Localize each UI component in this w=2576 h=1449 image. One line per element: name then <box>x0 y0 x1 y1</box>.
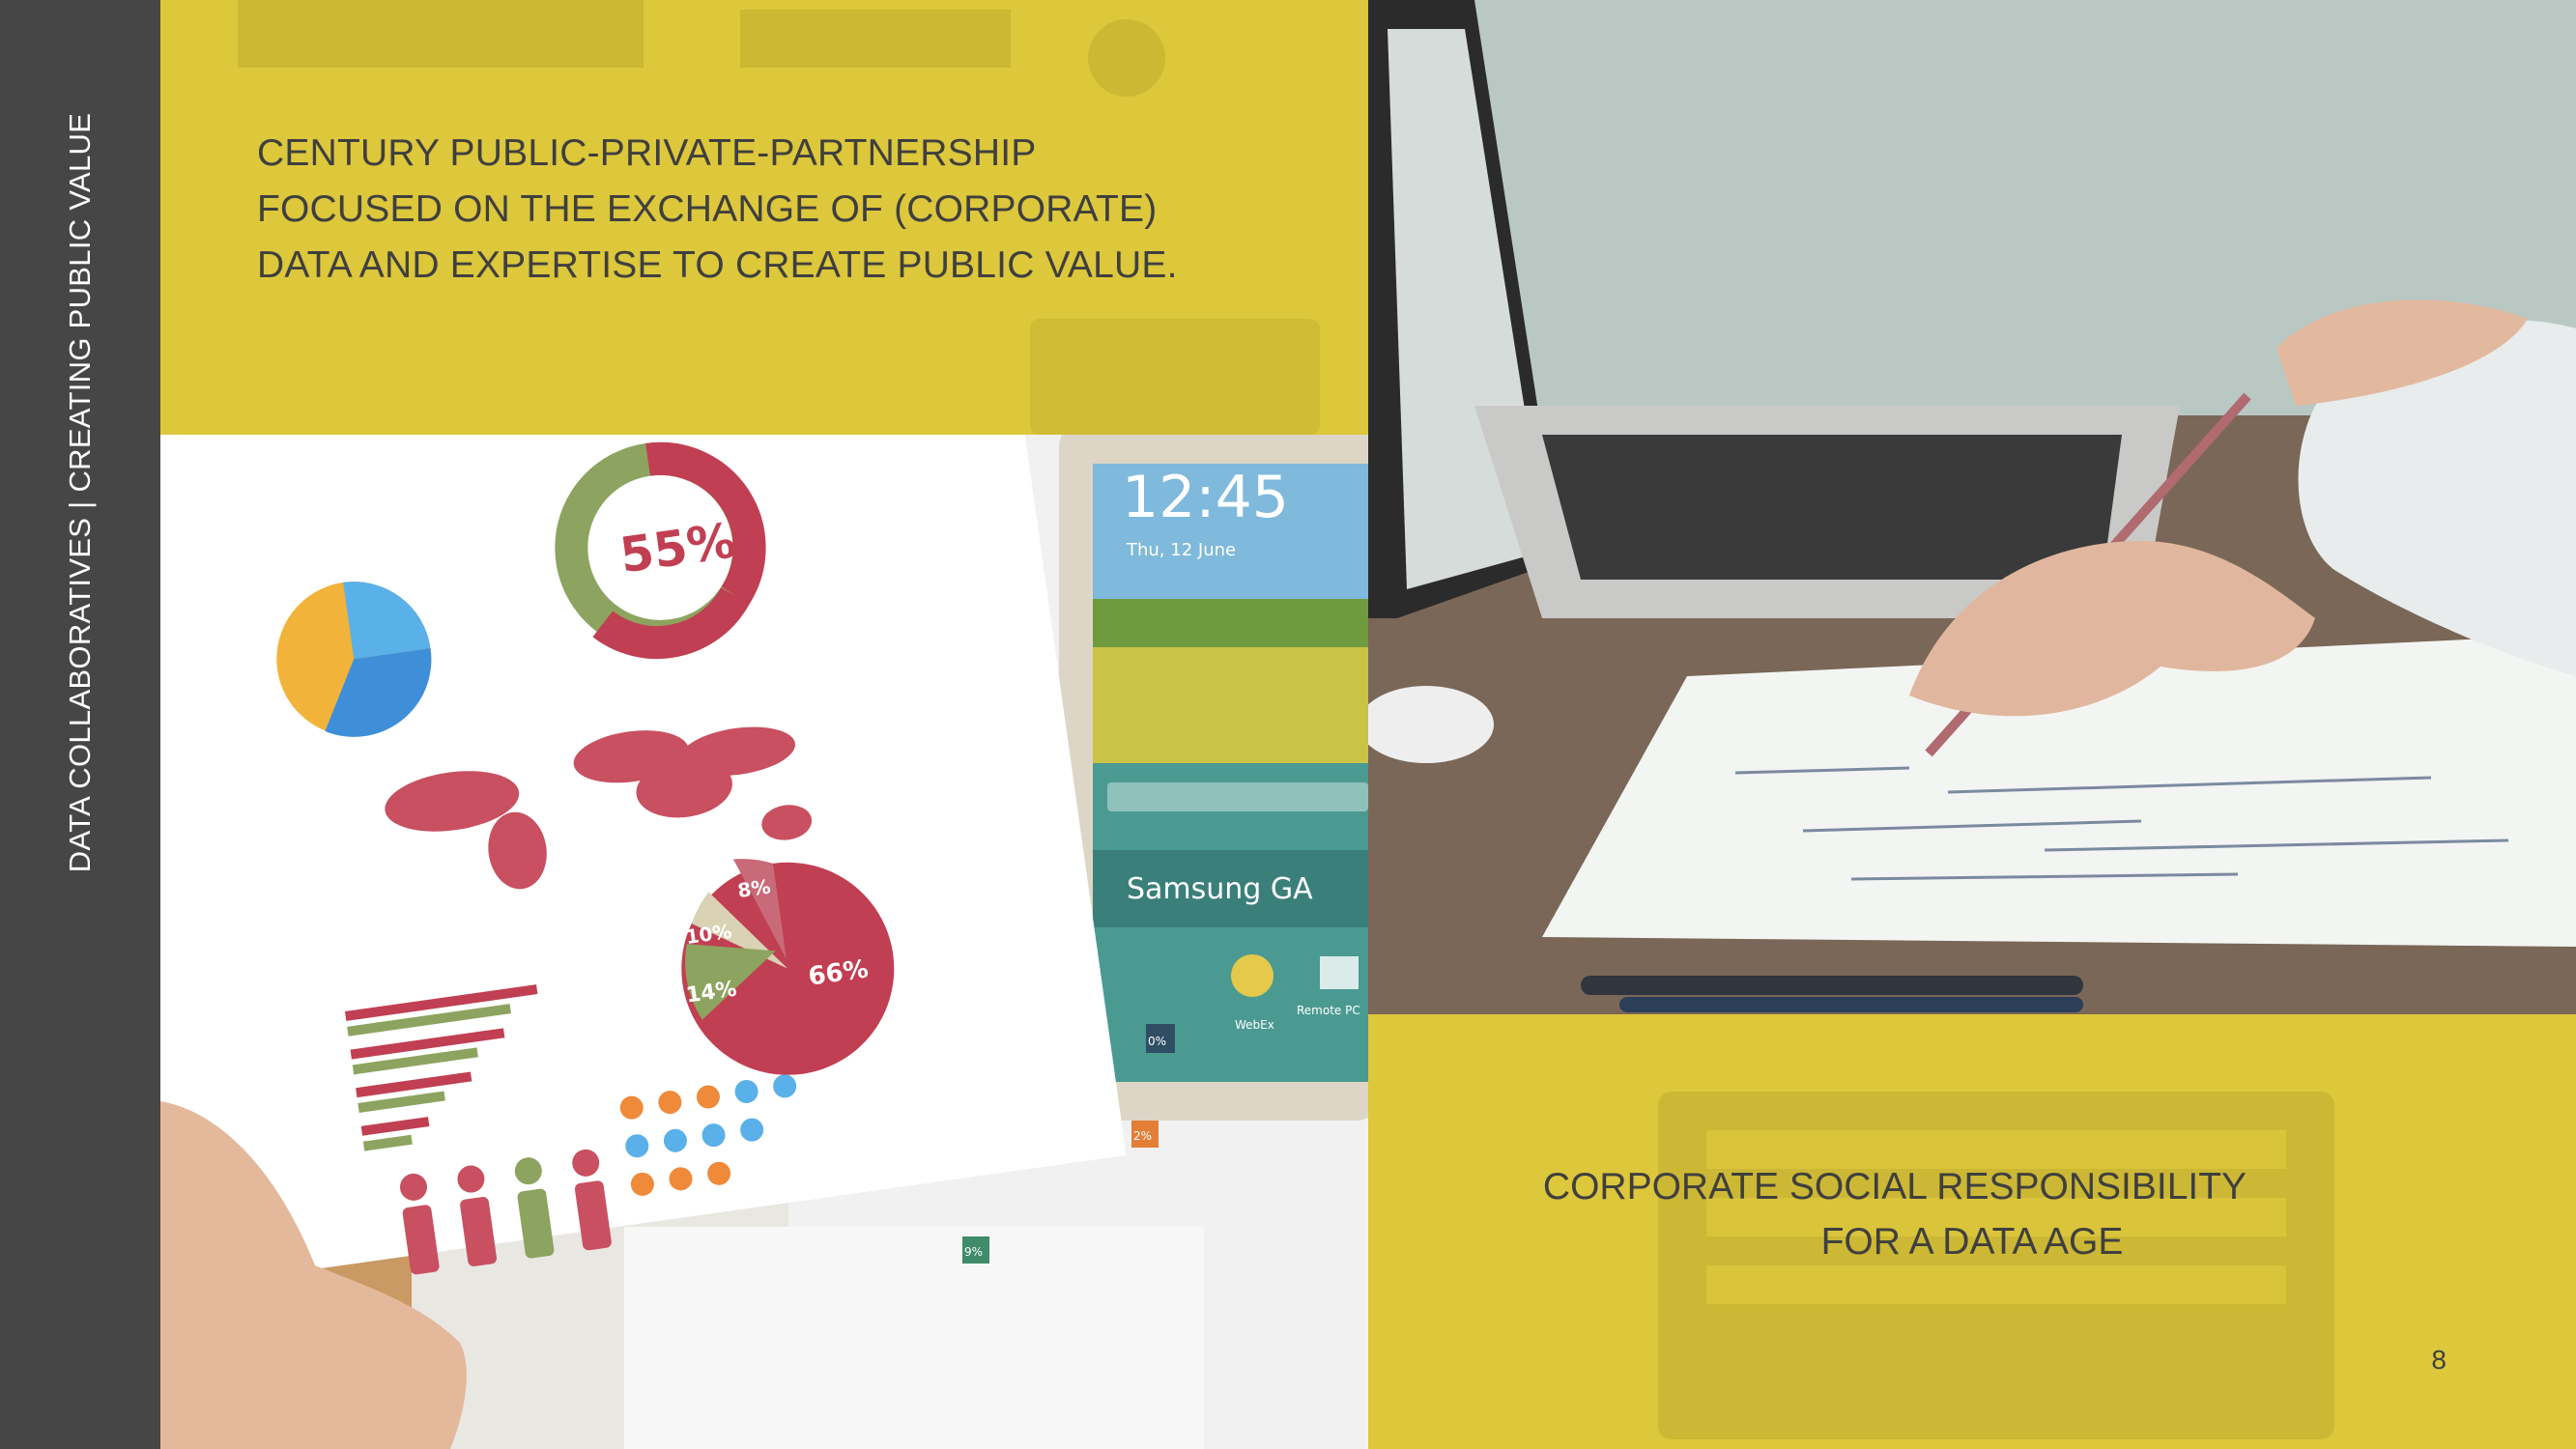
tablet-date: Thu, 12 June <box>1126 540 1236 560</box>
subhead-panel: CORPORATE SOCIAL RESPONSIBILITY FOR A DA… <box>1368 1014 2576 1449</box>
tablet <box>1059 435 1368 1121</box>
people-icons <box>399 1149 612 1275</box>
papers <box>1542 638 2576 947</box>
donut-chart <box>555 441 766 660</box>
pie-label-8: 8% <box>736 875 772 902</box>
headline-panel: CENTURY PUBLIC-PRIVATE-PARTNERSHIP FOCUS… <box>160 0 1368 435</box>
infographic-sheet: 55% 8% 10% 14% 66% <box>160 435 1127 1291</box>
map-badges <box>962 1024 1175 1264</box>
headline-line-2: FOCUSED ON THE EXCHANGE OF (CORPORATE) <box>257 188 1158 230</box>
small-pie-chart <box>276 582 432 737</box>
sidebar: DATA COLLABORATIVES | CREATING PUBLIC VA… <box>0 0 160 1449</box>
bar-chart <box>344 984 538 1151</box>
headline: CENTURY PUBLIC-PRIVATE-PARTNERSHIP FOCUS… <box>257 126 1178 294</box>
page-number: 8 <box>2431 1345 2447 1375</box>
writing-hand <box>1909 541 2315 717</box>
background-texture <box>238 0 1320 435</box>
laptop-illustration <box>1368 0 2576 1014</box>
badge-9: 9% <box>964 1245 983 1259</box>
tablet-app-remote: Remote PC <box>1297 1004 1360 1017</box>
headline-line-1: CENTURY PUBLIC-PRIVATE-PARTNERSHIP <box>257 132 1037 174</box>
headline-line-3: DATA AND EXPERTISE TO CREATE PUBLIC VALU… <box>257 244 1178 286</box>
infographics-photo: 12:45 Thu, 12 June Samsung GA WebEx Remo… <box>160 435 1368 1449</box>
mouse <box>1368 686 1494 763</box>
tablet-app-webex: WebEx <box>1235 1018 1274 1032</box>
background-texture-keyboard <box>1658 1092 2334 1439</box>
crowd-icons <box>619 1074 797 1196</box>
laptop-photo <box>1368 0 2576 1014</box>
large-pie-chart <box>681 859 895 1075</box>
tablet-brand: Samsung GA <box>1127 872 1313 906</box>
badge-0: 0% <box>1148 1035 1166 1048</box>
handwriting <box>1734 766 2509 881</box>
sidebar-title: DATA COLLABORATIVES | CREATING PUBLIC VA… <box>63 112 97 873</box>
subhead: CORPORATE SOCIAL RESPONSIBILITY FOR A DA… <box>1368 1159 2576 1269</box>
hand <box>160 1101 467 1449</box>
infographics-illustration: 12:45 Thu, 12 June Samsung GA WebEx Remo… <box>160 435 1368 1449</box>
subhead-line-1: CORPORATE SOCIAL RESPONSIBILITY <box>1542 1166 2247 1208</box>
world-map <box>385 726 813 890</box>
subhead-line-2: FOR A DATA AGE <box>1820 1221 2124 1263</box>
badge-2: 2% <box>1133 1129 1152 1143</box>
shirt-sleeve <box>2298 320 2576 676</box>
tablet-time: 12:45 <box>1122 464 1289 531</box>
pen <box>1581 976 2083 995</box>
